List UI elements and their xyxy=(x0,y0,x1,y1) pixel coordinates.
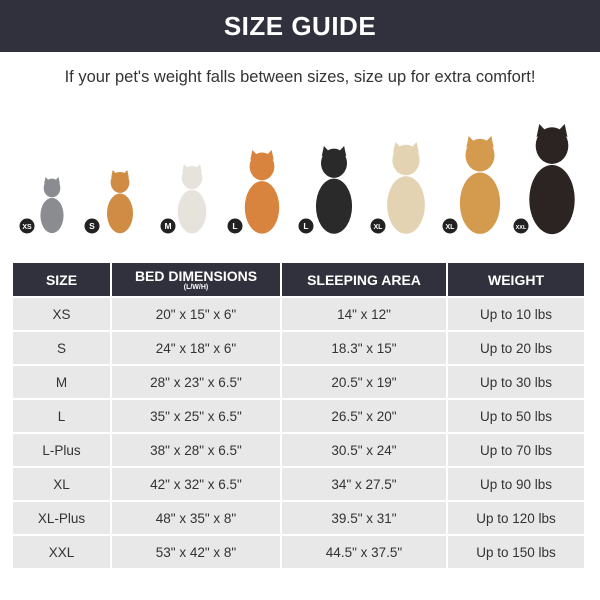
cell-sleeping-area: 26.5" x 20" xyxy=(282,400,446,432)
cell-sleeping-area: 34" x 27.5" xyxy=(282,468,446,500)
table-row: XL 42" x 32" x 6.5" 34" x 27.5" Up to 90 lb… xyxy=(13,468,584,500)
size-badge-label: L xyxy=(303,221,308,231)
cell-size: XS xyxy=(13,298,110,330)
cell-size: M xyxy=(13,366,110,398)
cell-bed-dimensions: 48" x 35" x 8" xyxy=(112,502,280,534)
cell-size: L xyxy=(13,400,110,432)
cell-weight: Up to 120 lbs xyxy=(448,502,584,534)
size-badge-label: XS xyxy=(22,224,32,231)
size-badge: L xyxy=(298,218,314,234)
cell-weight: Up to 90 lbs xyxy=(448,468,584,500)
pet-size-lineup: XS S M L L XL XL XXL xyxy=(19,124,575,235)
cell-size: XXL xyxy=(13,536,110,568)
cell-sleeping-area: 20.5" x 19" xyxy=(282,366,446,398)
page-title: SIZE GUIDE xyxy=(223,10,377,41)
cell-weight: Up to 30 lbs xyxy=(448,366,584,398)
size-badge-label: L xyxy=(232,221,237,231)
cell-sleeping-area: 18.3" x 15" xyxy=(282,332,446,364)
pet-body xyxy=(387,176,425,234)
cell-bed-dimensions: 24" x 18" x 6" xyxy=(112,332,280,364)
header-size: SIZE xyxy=(13,263,110,296)
cell-bed-dimensions: 35" x 25" x 6.5" xyxy=(112,400,280,432)
pet-head xyxy=(110,171,130,193)
pet-pomeranian xyxy=(106,170,134,234)
header-label: SIZE xyxy=(45,271,78,288)
pet-head xyxy=(392,144,420,176)
pet-shiba-inu xyxy=(244,150,280,234)
table-row: S 24" x 18" x 6" 18.3" x 15" Up to 20 lbs xyxy=(13,332,584,364)
header-label: WEIGHT xyxy=(488,271,544,288)
pet-body xyxy=(40,197,64,234)
table-row: M 28" x 23" x 6.5" 20.5" x 19" Up to 30 lbs xyxy=(13,366,584,398)
cell-bed-dimensions: 53" x 42" x 8" xyxy=(112,536,280,568)
header-sleeping-area: SLEEPING AREA xyxy=(282,263,446,296)
size-badge: XS xyxy=(19,218,35,234)
pet-head xyxy=(249,152,275,181)
pet-golden-retriever xyxy=(459,136,501,234)
pet-body xyxy=(244,181,280,234)
cell-size: XL xyxy=(13,468,110,500)
subtitle: If your pet's weight falls between sizes… xyxy=(64,68,536,86)
pet-head xyxy=(535,127,569,164)
cell-size: XL-Plus xyxy=(13,502,110,534)
cell-sleeping-area: 39.5" x 31" xyxy=(282,502,446,534)
pet-body xyxy=(529,165,575,235)
table-row: XS 20" x 15" x 6" 14" x 12" Up to 10 lbs xyxy=(13,298,584,330)
pet-body xyxy=(106,193,134,234)
size-badge: M xyxy=(160,218,176,234)
pet-labrador xyxy=(387,142,425,234)
table-row: XL-Plus 48" x 35" x 8" 39.5" x 31" Up to 12… xyxy=(13,502,584,534)
pet-french-bulldog xyxy=(177,164,207,234)
cell-weight: Up to 50 lbs xyxy=(448,400,584,432)
size-badge-label: M xyxy=(164,221,171,231)
table-row: XXL 53" x 42" x 8" 44.5" x 37.5" Up to 150 … xyxy=(13,536,584,568)
header-bed-dimensions: BED DIMENSIONS (L/W/H) xyxy=(112,263,280,296)
table-row: L 35" x 25" x 6.5" 26.5" x 20" Up to 50 lbs xyxy=(13,400,584,432)
header-label: SLEEPING AREA xyxy=(307,271,421,288)
size-badge-label: XXL xyxy=(516,225,527,231)
pet-head xyxy=(43,178,61,198)
cell-weight: Up to 10 lbs xyxy=(448,298,584,330)
size-badge: L xyxy=(227,218,243,234)
size-table: SIZE BED DIMENSIONS (L/W/H) SLEEPING AREA… xyxy=(11,261,586,570)
header-weight: WEIGHT xyxy=(448,263,584,296)
table-row: L-Plus 38" x 28" x 6.5" 30.5" x 24" Up to 7… xyxy=(13,434,584,466)
cell-weight: Up to 70 lbs xyxy=(448,434,584,466)
cell-sleeping-area: 14" x 12" xyxy=(282,298,446,330)
pet-body xyxy=(315,178,353,234)
size-badge-label: S xyxy=(89,221,95,231)
pet-body xyxy=(177,189,207,234)
size-badge-label: XL xyxy=(446,224,456,231)
size-badge: S xyxy=(84,218,100,234)
cell-size: S xyxy=(13,332,110,364)
header-label: BED DIMENSIONS xyxy=(134,267,258,284)
pet-border-collie xyxy=(315,146,353,234)
cell-sleeping-area: 30.5" x 24" xyxy=(282,434,446,466)
cell-bed-dimensions: 28" x 23" x 6.5" xyxy=(112,366,280,398)
pet-head xyxy=(320,148,348,178)
cell-sleeping-area: 44.5" x 37.5" xyxy=(282,536,446,568)
size-badge: XL xyxy=(442,218,458,234)
cell-weight: Up to 20 lbs xyxy=(448,332,584,364)
pet-body xyxy=(459,172,501,234)
cell-bed-dimensions: 42" x 32" x 6.5" xyxy=(112,468,280,500)
header-sublabel: (L/W/H) xyxy=(183,283,209,291)
pet-head xyxy=(465,138,495,172)
cell-bed-dimensions: 20" x 15" x 6" xyxy=(112,298,280,330)
cell-weight: Up to 150 lbs xyxy=(448,536,584,568)
cell-size: L-Plus xyxy=(13,434,110,466)
table-header-row: SIZE BED DIMENSIONS (L/W/H) SLEEPING AREA… xyxy=(13,263,584,296)
size-badge: XXL xyxy=(513,218,529,234)
cell-bed-dimensions: 38" x 28" x 6.5" xyxy=(112,434,280,466)
size-badge: XL xyxy=(370,218,386,234)
pet-head xyxy=(181,166,203,190)
size-badge-label: XL xyxy=(374,224,384,231)
pet-cat xyxy=(40,177,64,234)
pet-doberman xyxy=(529,124,575,235)
title-bar: SIZE GUIDE xyxy=(0,0,600,52)
